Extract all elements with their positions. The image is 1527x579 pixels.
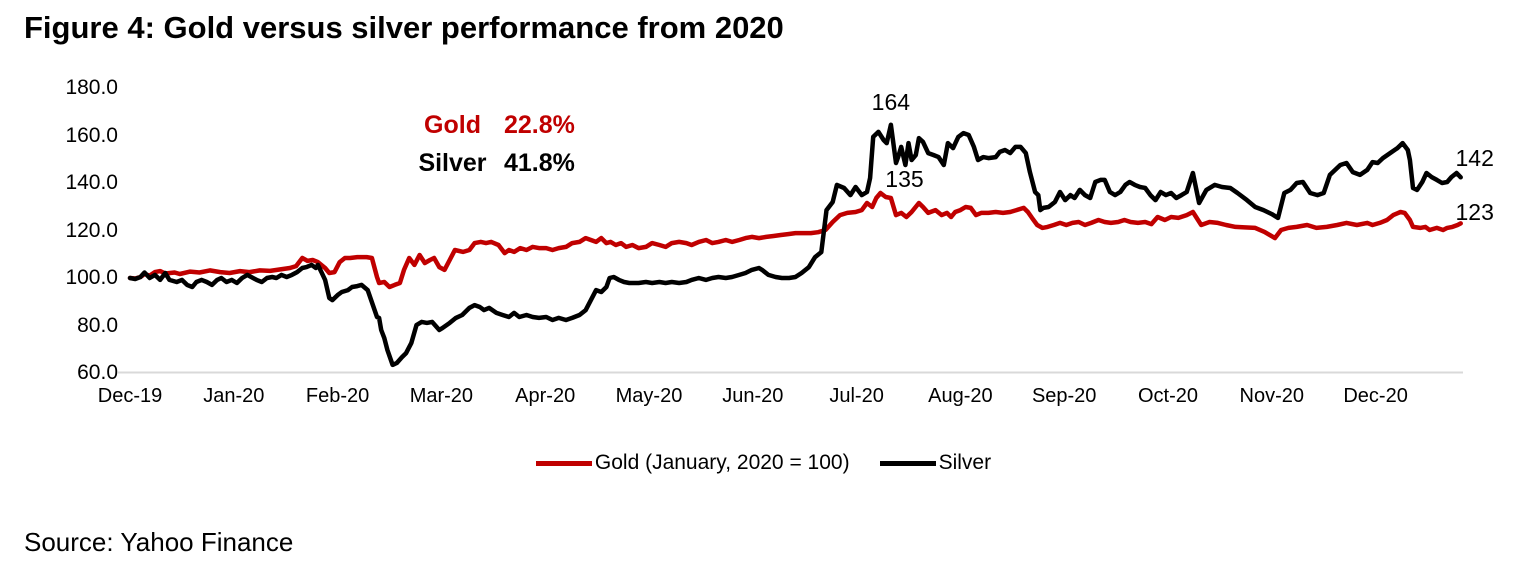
y-tick-label: 180.0 <box>65 76 118 99</box>
x-tick-label: Dec-19 <box>97 385 163 407</box>
point-label-123: 123 <box>1455 199 1494 226</box>
y-tick-label: 140.0 <box>65 171 118 194</box>
silver-annotation-label: Silver <box>418 149 487 177</box>
x-tick-label: Aug-20 <box>928 385 993 407</box>
gold-annotation-label: Gold <box>424 111 481 139</box>
silver-annotation-value: 41.8% <box>504 149 575 177</box>
x-tick-label: Nov-20 <box>1239 385 1305 407</box>
x-tick-label: Jul-20 <box>829 385 884 407</box>
x-tick-label: Sep-20 <box>1031 385 1097 407</box>
x-tick-label: Dec-20 <box>1343 385 1408 407</box>
x-tick-label: May-20 <box>615 385 683 407</box>
chart-legend: Gold (January, 2020 = 100) Silver <box>0 451 1527 475</box>
x-tick-label: Mar-20 <box>409 385 474 407</box>
gold-line-swatch <box>535 460 592 466</box>
x-tick-label: Jun-20 <box>722 385 784 407</box>
x-tick-label: Apr-20 <box>515 385 576 407</box>
legend-item-gold: Gold (January, 2020 = 100) <box>535 451 850 475</box>
y-tick-label: 120.0 <box>65 218 118 242</box>
silver-line-swatch <box>879 460 936 466</box>
x-tick-label: Jan-20 <box>203 385 265 407</box>
figure-title: Figure 4: Gold versus silver performance… <box>24 10 784 45</box>
gold-line-series <box>127 190 1463 290</box>
gold-annotation-value: 22.8% <box>504 111 575 139</box>
source-note: Source: Yahoo Finance <box>24 527 294 557</box>
legend-item-silver: Silver <box>879 451 992 475</box>
y-tick-label: 80.0 <box>77 313 118 337</box>
legend-label-gold: Gold (January, 2020 = 100) <box>594 451 850 474</box>
x-tick-label: Oct-20 <box>1137 385 1199 407</box>
y-tick-label: 160.0 <box>65 123 118 147</box>
y-tick-label: 100.0 <box>65 266 118 289</box>
legend-label-silver: Silver <box>938 451 992 474</box>
point-label-164: 164 <box>871 88 911 115</box>
x-tick-label: Feb-20 <box>305 385 370 407</box>
point-label-142: 142 <box>1455 145 1494 172</box>
point-label-135: 135 <box>885 165 924 192</box>
y-tick-label: 60.0 <box>77 361 118 384</box>
silver-line-series <box>127 122 1463 368</box>
